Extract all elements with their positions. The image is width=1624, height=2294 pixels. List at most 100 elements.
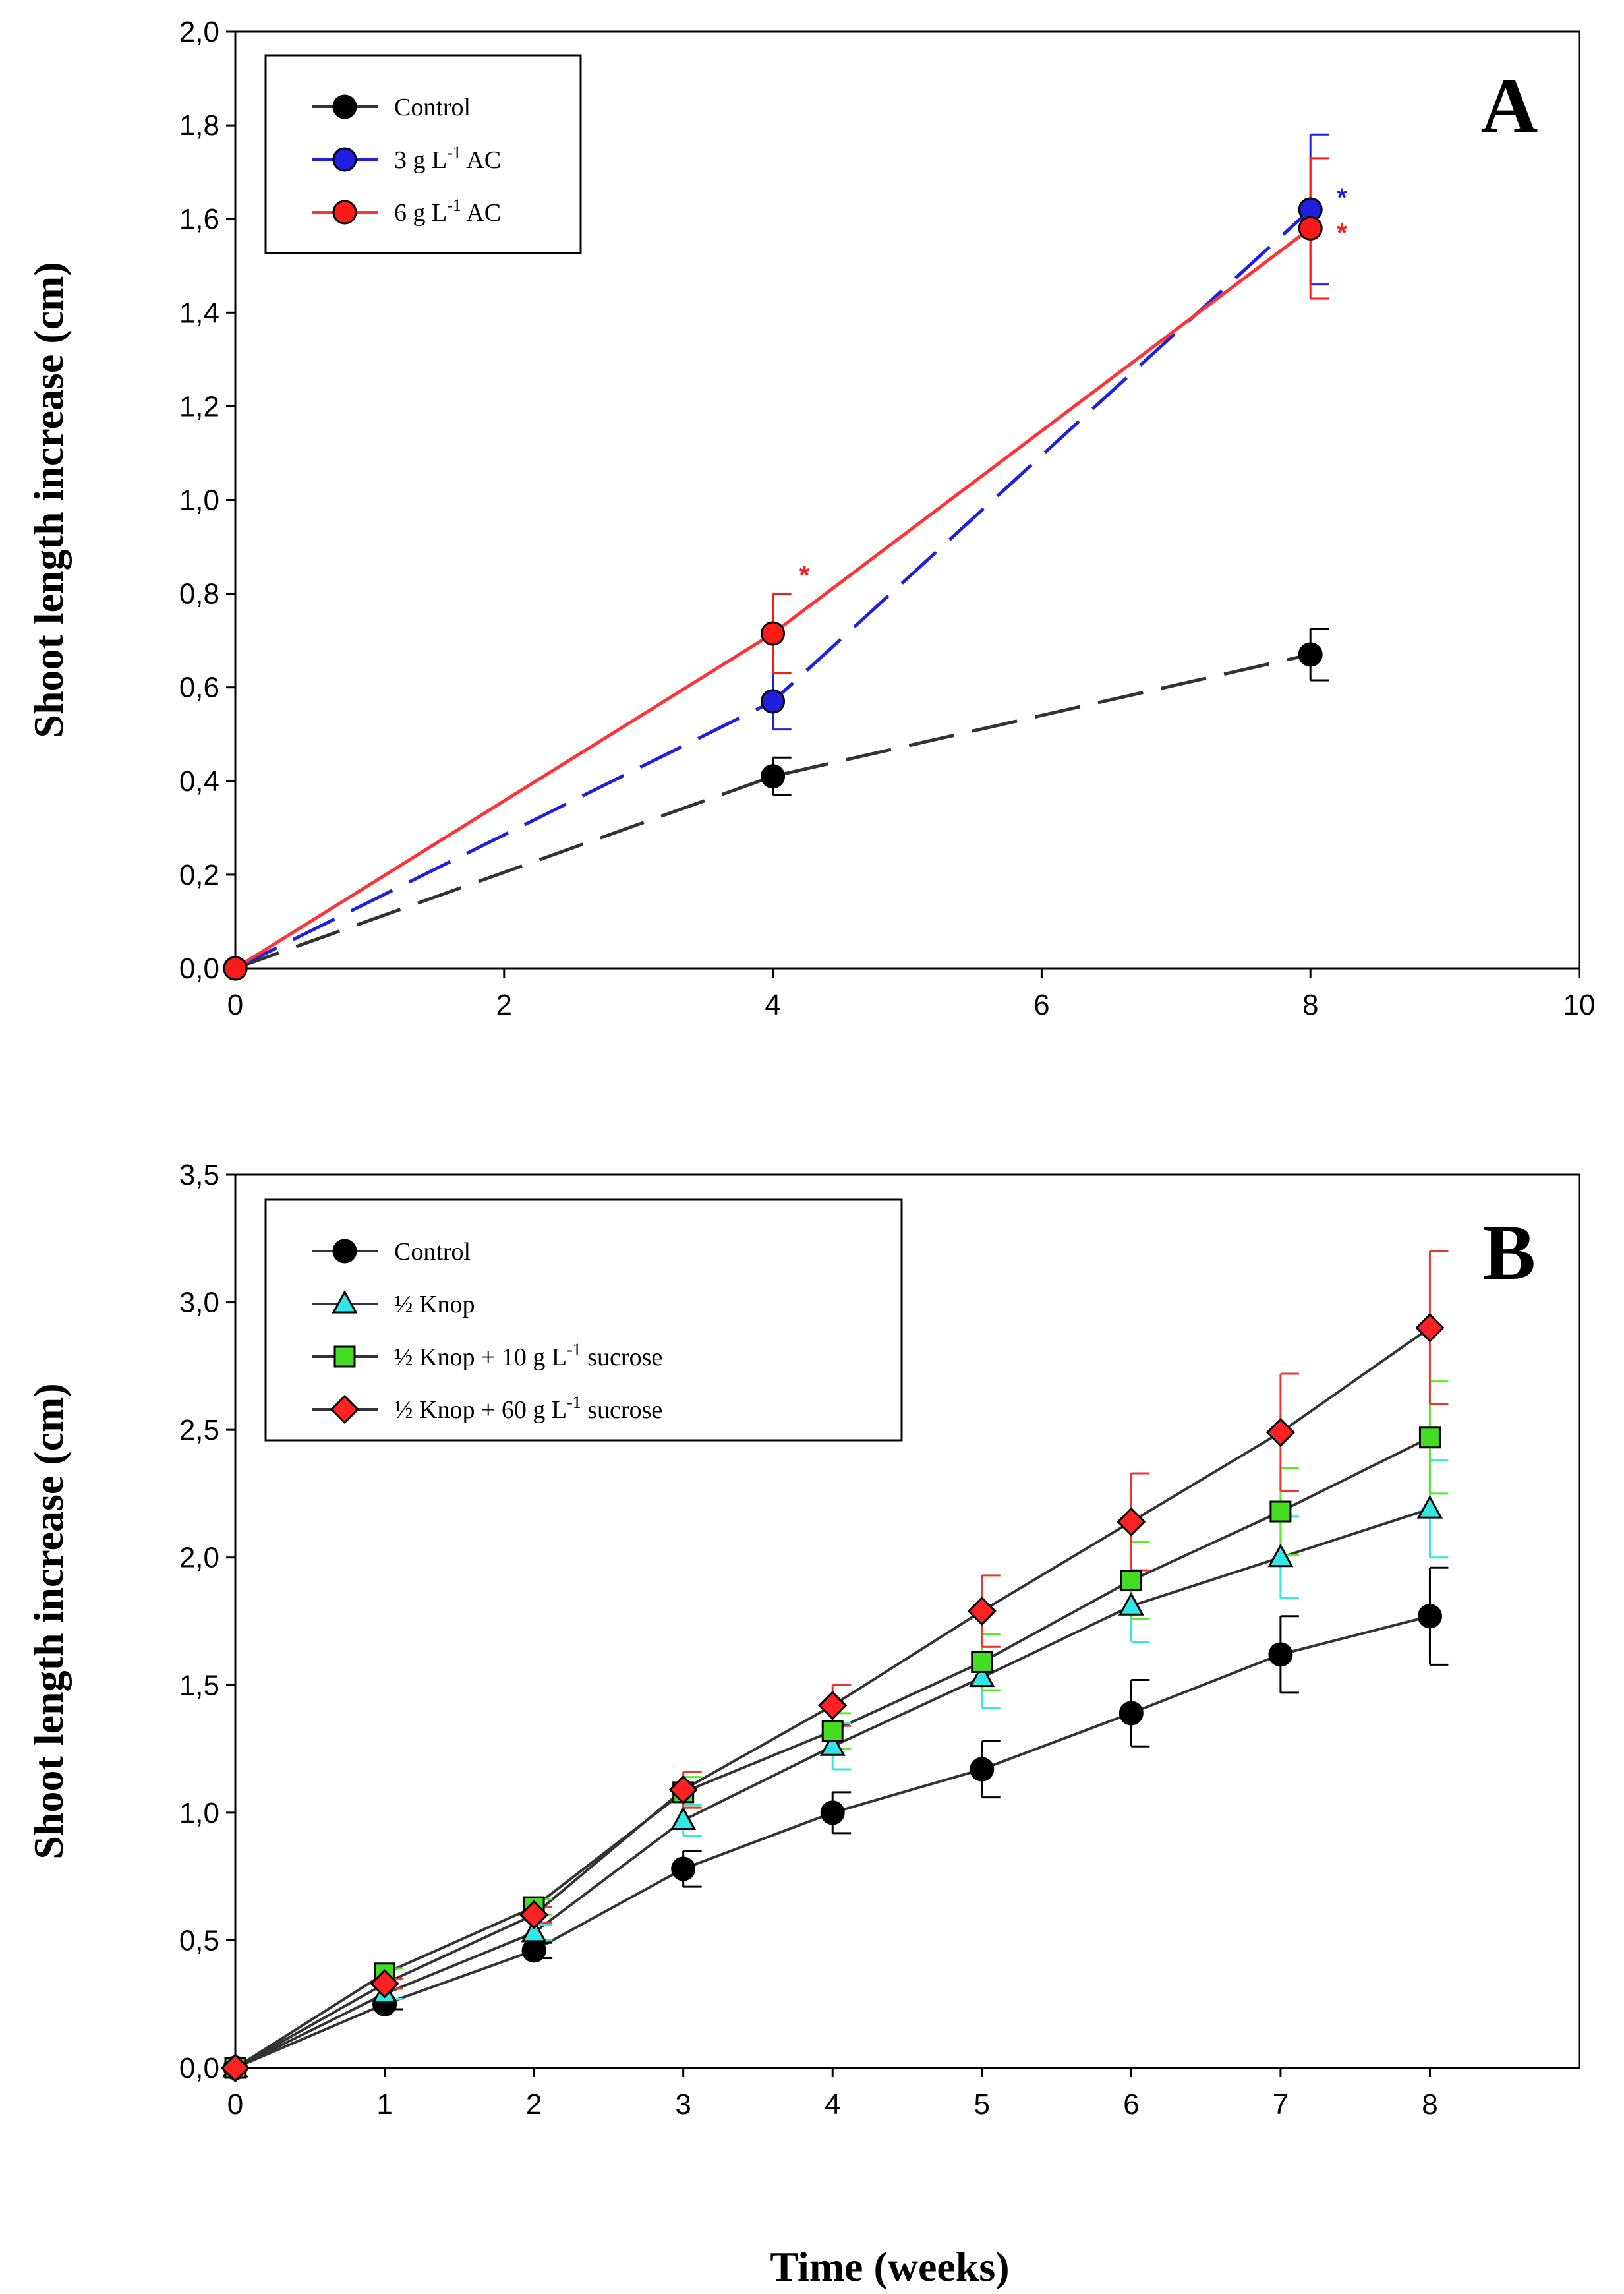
a-x-tick-label: 10 [1563, 989, 1596, 1021]
a-y-tick-label: 1,2 [179, 390, 219, 423]
a-x-tick-label: 6 [1033, 989, 1049, 1021]
b-legend-marker-knop-60-g-l-1-sucrose [330, 1394, 360, 1425]
b-y-tick-label: 2,0 [179, 1542, 219, 1574]
a-series-line-control [235, 653, 1311, 970]
b-panel-label: B [1483, 1208, 1536, 1296]
b-point-knop-60-g-l-1-sucrose [668, 1775, 698, 1805]
b-point-knop [1416, 1495, 1443, 1519]
b-legend-box [264, 1198, 903, 1442]
b-point-knop-10-g-l-1-sucrose [1269, 1500, 1292, 1523]
b-point-knop-10-g-l-1-sucrose [821, 1720, 844, 1742]
a-legend-marker-control [332, 94, 357, 119]
b-point-knop-60-g-l-1-sucrose [1116, 1507, 1146, 1537]
panel-a-chart: 0,0 0,2 0,4 0,6 0,8 1,0 1,2 1,4 1,6 1,8 2,0 0 2 4 6 8 10… [25, 16, 1595, 1021]
a-point-6-g-l-1-ac [761, 621, 786, 646]
b-legend: Control ½ Knop ½ Knop + 10 g L-1 sucrose ½ … [264, 1198, 903, 1442]
b-point-control [1118, 1701, 1144, 1726]
b-point-knop [1118, 1592, 1144, 1616]
a-legend: Control 3 g L-1 AC 6 g L-1 AC [264, 54, 582, 254]
a-legend-box [264, 54, 582, 254]
b-point-control [1268, 1642, 1293, 1667]
a-legend-label-6-g-l-1-ac: 6 g L-1 AC [394, 196, 501, 227]
b-point-knop-10-g-l-1-sucrose [971, 1651, 993, 1673]
a-y-tick-label: 0,6 [179, 672, 219, 704]
a-y-tick-label: 0,0 [179, 953, 219, 985]
a-y-tick-label: 0,4 [179, 765, 219, 798]
a-legend-marker-6-g-l-1-ac [332, 200, 357, 225]
a-x-tick-label: 8 [1302, 989, 1318, 1021]
b-y-tick-label: 1,5 [179, 1669, 219, 1701]
x-axis-title: Time (weeks) [770, 2243, 1009, 2290]
a-series-line-3-g-l-1-ac [234, 208, 1312, 970]
b-point-knop [969, 1663, 995, 1688]
b-legend-marker-control [332, 1239, 357, 1264]
b-point-knop [521, 1918, 547, 1943]
b-x-tick-label: 4 [825, 2088, 840, 2121]
b-y-axis-title: Shoot length increase (cm) [25, 1383, 72, 1859]
a-point-control [761, 764, 786, 789]
a-y-tick-label: 1,4 [179, 297, 219, 329]
b-y-tick-label: 0,0 [179, 2052, 219, 2084]
b-x-tick-label: 5 [974, 2088, 990, 2121]
b-legend-marker-knop [332, 1289, 358, 1314]
b-point-knop-60-g-l-1-sucrose [967, 1596, 997, 1626]
b-point-control [1417, 1604, 1442, 1629]
b-x-tick-label: 8 [1422, 2088, 1437, 2121]
a-x-tick-label: 2 [496, 989, 512, 1021]
b-x-tick-label: 7 [1273, 2088, 1289, 2121]
b-point-knop [670, 1806, 697, 1830]
b-point-knop-60-g-l-1-sucrose [519, 1900, 549, 1929]
b-plot-frame [234, 1173, 1580, 2069]
b-point-knop-60-g-l-1-sucrose [1265, 1417, 1296, 1448]
b-x-tick-label: 6 [1123, 2088, 1139, 2121]
b-point-knop [1267, 1543, 1294, 1568]
b-legend-label-knop-10-g-l-1-sucrose: ½ Knop + 10 g L-1 sucrose [394, 1340, 662, 1371]
b-point-control [521, 1938, 546, 1963]
a-panel-label: A [1481, 61, 1538, 149]
b-point-knop-10-g-l-1-sucrose [1418, 1426, 1441, 1449]
b-x-tick-label: 1 [376, 2088, 392, 2121]
b-series-line-knop [235, 1508, 1431, 2069]
a-y-tick-label: 2,0 [179, 16, 219, 48]
a-significance-star: * [799, 561, 810, 590]
a-y-axis-title: Shoot length increase (cm) [25, 262, 72, 738]
a-point-6-g-l-1-ac [1298, 216, 1323, 241]
b-point-knop-60-g-l-1-sucrose [220, 2053, 250, 2083]
b-point-control [970, 1757, 995, 1782]
a-significance-star: * [1337, 183, 1347, 212]
b-x-tick-label: 2 [526, 2088, 542, 2121]
b-legend-label-knop: ½ Knop [394, 1291, 475, 1318]
a-point-control [1298, 642, 1323, 667]
b-y-tick-label: 1,0 [179, 1797, 219, 1829]
b-x-tick-label: 0 [227, 2088, 243, 2121]
a-point-3-g-l-1-ac [761, 689, 786, 714]
a-x-tick-label: 0 [227, 989, 243, 1021]
b-series-line-control [235, 1614, 1430, 2069]
b-point-control [671, 1856, 696, 1881]
a-y-tick-label: 1,0 [179, 485, 219, 517]
b-point-knop-60-g-l-1-sucrose [370, 1969, 399, 1999]
b-point-knop [819, 1732, 846, 1756]
b-y-tick-label: 3,0 [179, 1287, 219, 1319]
a-point-6-g-l-1-ac [223, 956, 248, 981]
b-y-tick-label: 0,5 [179, 1924, 219, 1956]
b-y-tick-label: 3,5 [179, 1159, 219, 1191]
panel-b-chart: 0,0 0,5 1,0 1,5 2,0 2,5 3,0 3,5 0 1 2 3 4 5 6 7 8 Shoot l… [25, 1159, 1580, 2121]
b-x-tick-label: 3 [675, 2088, 691, 2121]
a-y-tick-label: 0,8 [179, 578, 219, 610]
a-x-tick-label: 4 [765, 989, 780, 1021]
b-legend-label-control: Control [394, 1238, 471, 1266]
a-legend-marker-3-g-l-1-ac [332, 147, 357, 172]
b-legend-marker-knop-10-g-l-1-sucrose [334, 1345, 356, 1368]
b-point-control [820, 1800, 845, 1825]
b-point-knop-60-g-l-1-sucrose [1415, 1313, 1445, 1343]
a-legend-label-3-g-l-1-ac: 3 g L-1 AC [394, 143, 501, 174]
a-significance-star: * [1337, 218, 1347, 247]
b-y-tick-label: 2,5 [179, 1414, 219, 1446]
a-y-tick-label: 1,6 [179, 203, 219, 235]
a-y-tick-label: 1,8 [179, 109, 219, 142]
b-point-knop-10-g-l-1-sucrose [1120, 1570, 1142, 1592]
a-legend-label-control: Control [394, 94, 471, 121]
b-point-knop-60-g-l-1-sucrose [818, 1691, 848, 1720]
